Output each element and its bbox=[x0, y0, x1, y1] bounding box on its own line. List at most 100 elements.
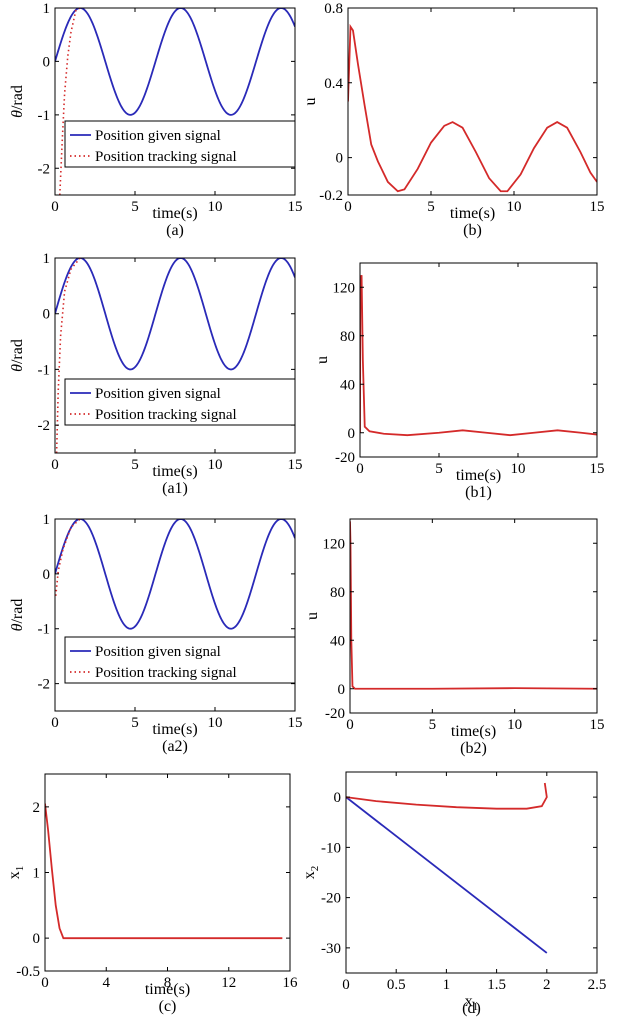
series-line-d-0 bbox=[346, 796, 548, 954]
x-tick-label: 1 bbox=[443, 977, 451, 993]
y-tick-label: 0 bbox=[43, 567, 51, 583]
y-tick-label: 0 bbox=[33, 931, 41, 947]
x-tick-label: 2.5 bbox=[588, 977, 607, 993]
series-line-a-0 bbox=[55, 8, 295, 116]
x-tick-label: 15 bbox=[590, 461, 605, 477]
panel-caption: (d) bbox=[462, 1000, 481, 1017]
panel-caption: (a) bbox=[166, 222, 184, 239]
y-axis-label: θ/rad bbox=[9, 339, 26, 372]
x-tick-label: 5 bbox=[131, 457, 139, 473]
panel-caption: (c) bbox=[159, 998, 177, 1015]
x-axis-label: time(s) bbox=[152, 721, 197, 738]
x-tick-label: 15 bbox=[288, 199, 303, 215]
y-tick-label: -2 bbox=[38, 161, 51, 177]
y-tick-label: 80 bbox=[330, 585, 345, 601]
legend: Position given signal Position tracking s… bbox=[64, 120, 296, 168]
legend-box bbox=[64, 378, 296, 426]
y-tick-label: -20 bbox=[325, 706, 345, 722]
y-tick-label: -0.2 bbox=[319, 188, 343, 204]
legend: Position given signal Position tracking s… bbox=[64, 378, 296, 426]
y-tick-label: 0 bbox=[43, 307, 51, 323]
axes-frame-b bbox=[347, 7, 598, 196]
x-tick-label: 5 bbox=[131, 199, 139, 215]
y-axis-label: u bbox=[304, 612, 321, 620]
x-tick-label: 0 bbox=[41, 975, 49, 991]
x-tick-label: 10 bbox=[208, 199, 223, 215]
y-tick-label: 0 bbox=[338, 682, 346, 698]
y-tick-label: 40 bbox=[330, 633, 345, 649]
y-tick-label: -1 bbox=[38, 622, 51, 638]
legend: Position given signal Position tracking s… bbox=[64, 636, 296, 684]
series-line-a1-0 bbox=[55, 258, 295, 371]
x-tick-label: 10 bbox=[208, 715, 223, 731]
legend-box bbox=[64, 636, 296, 684]
panel-caption: (a1) bbox=[162, 480, 188, 497]
x-tick-label: 15 bbox=[288, 457, 303, 473]
y-tick-label: -30 bbox=[321, 941, 341, 957]
panel-d: 0 0.5 1 1.5 2 2.5 0 -10 -20 -30 x1(d) x2 bbox=[301, 771, 607, 1017]
y-tick-label: 0 bbox=[336, 151, 344, 167]
axes-frame-a bbox=[54, 7, 296, 196]
y-tick-label: -1 bbox=[38, 362, 51, 378]
y-tick-label: 1 bbox=[33, 866, 41, 882]
x-tick-label: 0 bbox=[51, 715, 59, 731]
x-tick-label: 0 bbox=[342, 977, 350, 993]
y-axis-label: u bbox=[302, 98, 319, 106]
axes-frame-c bbox=[44, 773, 291, 972]
y-tick-label: 0 bbox=[334, 790, 342, 806]
legend-label: Position given signal bbox=[95, 644, 221, 660]
panel-caption: (b1) bbox=[465, 484, 492, 501]
y-tick-label: 2 bbox=[33, 800, 41, 816]
y-tick-label: 0 bbox=[348, 426, 356, 442]
series-line-b1-0 bbox=[360, 274, 597, 437]
legend-label: Position given signal bbox=[95, 386, 221, 402]
panel-caption: (b2) bbox=[460, 740, 487, 757]
y-tick-label: 0 bbox=[43, 54, 51, 70]
x-axis-label: time(s) bbox=[456, 467, 501, 484]
x-tick-label: 16 bbox=[283, 975, 299, 991]
x-tick-label: 0 bbox=[356, 461, 364, 477]
y-tick-label: 1 bbox=[43, 512, 51, 528]
axes-frame-a2 bbox=[54, 518, 296, 712]
legend-label: Position tracking signal bbox=[95, 149, 237, 165]
y-tick-label: 80 bbox=[340, 329, 355, 345]
legend-label: Position tracking signal bbox=[95, 407, 237, 423]
x-axis-label: x1 bbox=[465, 993, 479, 1013]
x-axis-label: time(s) bbox=[152, 205, 197, 222]
x-tick-label: 5 bbox=[427, 199, 435, 215]
x-tick-label: 10 bbox=[507, 199, 522, 215]
x-tick-label: 4 bbox=[103, 975, 111, 991]
x-tick-label: 15 bbox=[288, 715, 303, 731]
legend-box bbox=[64, 120, 296, 168]
x-tick-label: 8 bbox=[164, 975, 172, 991]
y-tick-label: -2 bbox=[38, 418, 51, 434]
x-tick-label: 10 bbox=[511, 461, 526, 477]
y-axis-label: x1 bbox=[6, 866, 26, 880]
x-tick-label: 0 bbox=[51, 199, 59, 215]
y-tick-label: -20 bbox=[321, 891, 341, 907]
series-line-b-0 bbox=[348, 23, 597, 193]
x-tick-label: 10 bbox=[208, 457, 223, 473]
x-tick-label: 2 bbox=[543, 977, 551, 993]
series-line-d-1 bbox=[346, 782, 548, 810]
y-tick-label: -20 bbox=[335, 450, 355, 466]
legend-label: Position tracking signal bbox=[95, 665, 237, 681]
x-tick-label: 5 bbox=[429, 717, 437, 733]
x-tick-label: 5 bbox=[131, 715, 139, 731]
x-tick-label: 15 bbox=[590, 199, 605, 215]
x-axis-label: time(s) bbox=[451, 723, 496, 740]
axes-frame-d bbox=[345, 771, 598, 974]
axes-frame-a1 bbox=[54, 257, 296, 454]
x-tick-label: 0.5 bbox=[387, 977, 406, 993]
x-axis-label: time(s) bbox=[450, 205, 495, 222]
series-line-b2-0 bbox=[350, 521, 597, 690]
x-tick-label: 10 bbox=[507, 717, 522, 733]
series-line-c-0 bbox=[45, 803, 283, 940]
y-tick-label: 0.4 bbox=[324, 76, 343, 92]
x-axis-label: time(s) bbox=[145, 981, 190, 998]
